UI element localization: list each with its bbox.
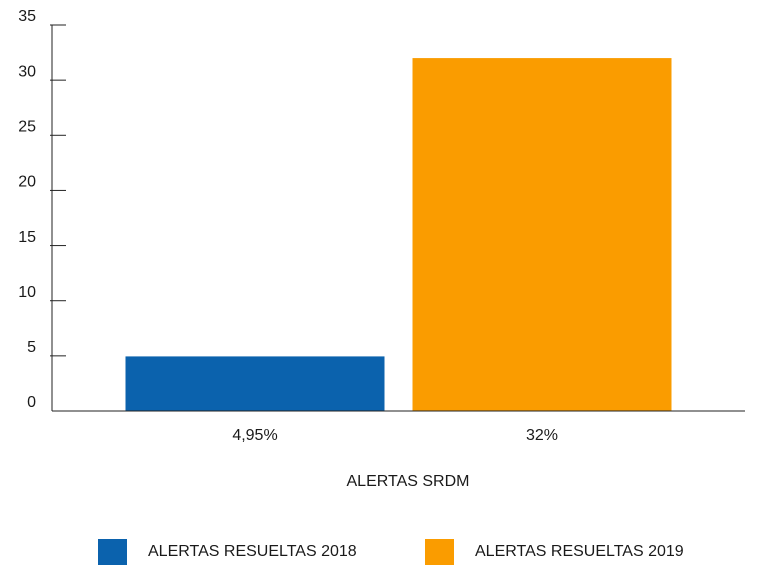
y-tick-label: 35 xyxy=(18,8,36,25)
y-tick-label: 15 xyxy=(18,229,36,246)
bar xyxy=(412,58,672,411)
value-label: 32% xyxy=(526,427,558,444)
x-axis-title: ALERTAS SRDM xyxy=(347,473,470,490)
y-tick-label: 10 xyxy=(18,284,36,301)
legend-label: ALERTAS RESUELTAS 2019 xyxy=(475,543,684,560)
y-tick-label: 25 xyxy=(18,119,36,136)
legend-label: ALERTAS RESUELTAS 2018 xyxy=(148,543,357,560)
y-tick-label: 30 xyxy=(18,63,36,80)
bar xyxy=(125,356,385,411)
y-tick-label: 20 xyxy=(18,174,36,191)
legend-swatch xyxy=(425,539,454,565)
y-tick-label: 5 xyxy=(27,339,36,356)
value-label: 4,95% xyxy=(232,427,277,444)
legend-swatch xyxy=(98,539,127,565)
y-tick-label: 0 xyxy=(27,394,36,411)
